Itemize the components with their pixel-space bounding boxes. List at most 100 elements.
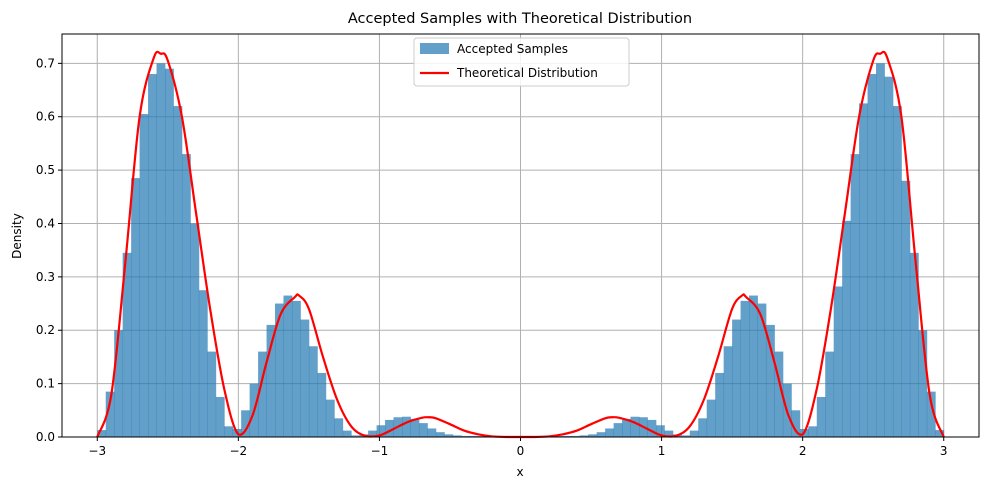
histogram-bar — [859, 103, 868, 437]
histogram-bar — [452, 435, 462, 437]
histogram-bar — [291, 300, 301, 437]
y-tick-label: 0.3 — [36, 270, 55, 284]
histogram-bar — [241, 410, 251, 437]
histogram-bar — [224, 426, 234, 437]
histogram-bar — [909, 252, 919, 437]
histogram-bar — [588, 434, 598, 437]
y-tick-label: 0.2 — [36, 323, 55, 337]
histogram-bar — [681, 435, 691, 437]
histogram-bar — [342, 430, 352, 437]
histogram-bar — [325, 399, 335, 437]
histogram-bar — [198, 290, 208, 437]
legend-swatch-accepted-samples — [420, 43, 449, 54]
histogram-bar — [749, 295, 758, 437]
x-axis-title: x — [516, 465, 523, 479]
y-tick-label: 0.5 — [36, 163, 55, 177]
histogram-bar — [164, 68, 174, 437]
histogram-bar — [385, 419, 394, 437]
histogram-bar — [774, 351, 784, 437]
histogram-bar — [579, 435, 589, 437]
histogram-bar — [630, 416, 640, 437]
histogram-bar — [698, 418, 708, 437]
histogram-bar — [596, 432, 606, 437]
histogram-bar — [478, 435, 488, 437]
histogram-bar — [918, 330, 928, 437]
histogram-bar — [444, 434, 454, 437]
x-tick-label: −1 — [371, 444, 389, 458]
y-tick-label: 0.7 — [36, 56, 55, 70]
legend-label-accepted-samples: Accepted Samples — [457, 42, 568, 56]
histogram-bar — [664, 430, 674, 437]
histogram-bar — [791, 410, 801, 437]
histogram-bar — [131, 178, 140, 437]
y-tick-label: 0.1 — [36, 377, 55, 391]
histogram-bar — [190, 223, 200, 437]
histogram-bar — [148, 74, 157, 437]
histogram-bar — [892, 106, 902, 437]
histogram-bar — [571, 435, 581, 437]
histogram-bar — [876, 63, 885, 438]
histogram-bar — [461, 435, 471, 437]
histogram-bar — [723, 346, 733, 437]
histogram-bar — [317, 372, 327, 437]
histogram-bar — [715, 372, 725, 437]
histogram-bar — [418, 423, 428, 437]
histogram-bar — [808, 426, 818, 437]
histogram-bar — [207, 351, 217, 437]
histogram-bar — [334, 418, 344, 437]
chart-title: Accepted Samples with Theoretical Distri… — [348, 11, 692, 27]
histogram-bar — [300, 319, 310, 437]
x-axis: −3 −2 −1 0 1 2 3 — [88, 437, 948, 458]
histogram-bar — [97, 430, 107, 437]
histogram-bar — [655, 425, 665, 437]
x-tick-label: −3 — [88, 444, 106, 458]
histogram-bar — [867, 74, 877, 437]
legend: Accepted Samples Theoretical Distributio… — [413, 37, 630, 87]
legend-label-theoretical-distribution: Theoretical Distribution — [456, 66, 598, 80]
histogram-bar — [884, 76, 894, 437]
histogram-bar — [850, 154, 860, 437]
histogram-bar — [562, 435, 572, 437]
histogram-bar — [351, 435, 361, 437]
histogram-bar — [740, 300, 750, 437]
histogram-bar — [689, 430, 699, 437]
histogram-bar — [706, 399, 716, 437]
histogram-bar — [181, 154, 191, 437]
histogram-bar — [554, 435, 564, 437]
histogram-bar — [469, 435, 479, 437]
histogram-bar — [266, 324, 276, 437]
histogram-bars — [97, 63, 945, 438]
histogram-bar — [901, 180, 911, 437]
histogram-bar — [275, 303, 284, 437]
histogram-bar — [139, 114, 149, 437]
x-tick-label: 2 — [799, 444, 807, 458]
x-tick-label: −2 — [229, 444, 247, 458]
histogram-bar — [401, 416, 411, 437]
y-tick-label: 0.6 — [36, 110, 55, 124]
histogram-bar — [258, 351, 267, 437]
histogram-bar — [114, 330, 124, 437]
histogram-bar — [215, 396, 225, 437]
histogram-bar — [622, 418, 631, 437]
histogram-bar — [308, 346, 318, 437]
histogram-bar — [816, 396, 826, 437]
histogram-bar — [368, 430, 378, 437]
histogram-bar — [833, 286, 843, 437]
histogram-bar — [156, 63, 166, 438]
histogram-bar — [376, 425, 386, 437]
histogram-bar — [427, 428, 437, 437]
histogram-bar — [410, 418, 420, 437]
histogram-bar — [647, 419, 657, 437]
histogram-bar — [105, 391, 115, 437]
histogram-bar — [605, 428, 615, 437]
histogram-bar — [613, 423, 623, 437]
y-axis-title: Density — [10, 213, 24, 259]
x-tick-label: 0 — [517, 444, 525, 458]
histogram-bar — [825, 351, 835, 437]
histogram-bar — [122, 252, 132, 437]
y-tick-label: 0.0 — [36, 430, 55, 444]
histogram-bar — [765, 324, 775, 437]
x-tick-label: 3 — [940, 444, 948, 458]
histogram-bar — [732, 319, 741, 437]
